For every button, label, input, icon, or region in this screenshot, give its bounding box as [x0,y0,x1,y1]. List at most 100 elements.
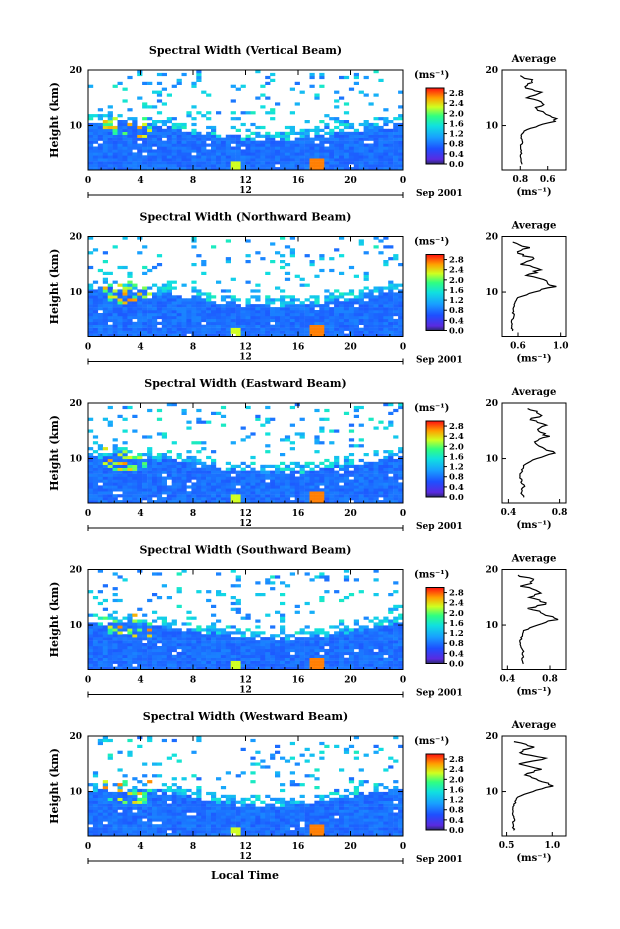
colorbar-tick-label: 2.0 [449,609,464,619]
avg-x-tick-label: 1.0 [544,841,560,851]
avg-y-tick-label: 20 [485,399,498,409]
colorbar-tick-label: 0.0 [449,160,464,170]
colorbar-tick-label: 2.0 [449,276,464,286]
colorbar-tick-label: 2.8 [449,256,464,266]
x-tick-label: 4 [137,343,143,353]
colorbar-unit: (ms⁻¹) [414,570,449,581]
x-tick-label: 4 [137,509,143,519]
average-title: Average [511,720,557,731]
x-tick-label: 4 [137,676,143,686]
y-tick-label: 10 [69,788,82,798]
panel-title: Spectral Width (Southward Beam) [139,544,351,557]
date-center-label: 12 [239,686,252,696]
avg-x-tick-label: 0.8 [512,175,528,185]
avg-y-tick-label: 20 [485,566,498,576]
colorbar-tick-label: 0.8 [449,639,464,649]
y-tick-label: 10 [69,288,82,298]
average-frame [501,236,567,337]
avg-x-label: (ms⁻¹) [516,687,551,698]
average-profile-line [519,75,559,165]
x-tick-label: 4 [137,176,143,186]
y-tick-label: 20 [69,399,82,409]
avg-y-tick-label: 10 [485,455,498,465]
y-tick-label: 10 [69,621,82,631]
colorbar-tick-label: 0.0 [449,493,464,503]
avg-x-label: (ms⁻¹) [516,354,551,365]
x-tick-label: 12 [239,509,252,519]
colorbar-unit: (ms⁻¹) [414,736,449,747]
x-tick-label: 20 [344,509,357,519]
colorbar-tick-label: 0.4 [449,150,464,160]
x-tick-label: 12 [239,676,252,686]
colorbar-tick-label: 1.2 [449,130,464,140]
average-title: Average [511,387,557,398]
heatmap-cells [88,70,404,171]
colorbar-tick-label: 1.6 [449,619,464,629]
colorbar [425,420,445,498]
average-profile-line [510,241,557,332]
avg-x-label: (ms⁻¹) [516,853,551,864]
average-frame [501,735,567,837]
colorbar-tick-label: 2.4 [449,599,464,609]
colorbar-unit: (ms⁻¹) [414,70,449,81]
x-tick-label: 20 [344,842,357,852]
colorbar-unit: (ms⁻¹) [414,237,449,248]
average-profile: Average 20 10 0.8 0.6 (ms⁻¹) [485,54,567,198]
panel-title: Spectral Width (Westward Beam) [143,710,348,723]
avg-y-tick-label: 10 [485,621,498,631]
x-tick-label: 0 [400,676,406,686]
colorbar-tick-label: 0.4 [449,316,464,326]
x-tick-label: 16 [292,509,305,519]
avg-x-tick-label: 0.8 [542,675,558,685]
x-tick-label: 0 [85,509,91,519]
panel-title: Spectral Width (Vertical Beam) [149,44,342,57]
colorbar [425,254,445,331]
x-tick-label: 0 [85,343,91,353]
colorbar-tick-label: 0.8 [449,306,464,316]
y-axis-label: Height (km) [48,582,61,658]
panel-4: Spectral Width (Southward Beam) 0 4 8 12 16 20… [48,544,567,699]
x-tick-label: 16 [292,176,305,186]
colorbar [425,753,445,831]
date-label: Sep 2001 [416,855,463,865]
avg-x-label: (ms⁻¹) [516,520,551,531]
y-axis-label: Height (km) [48,748,61,824]
avg-x-tick-label: 0.8 [552,508,568,518]
colorbar-tick-label: 2.8 [449,422,464,432]
average-profile-line [519,408,557,498]
avg-x-tick-label: 1.0 [553,342,569,352]
y-tick-label: 20 [69,66,82,76]
avg-x-tick-label: 0.4 [501,508,517,518]
average-frame [501,69,567,171]
x-tick-label: 12 [239,176,252,186]
average-profile-line [517,574,559,665]
x-tick-label: 12 [239,343,252,353]
x-axis-label: Local Time [211,869,279,882]
x-tick-label: 0 [400,842,406,852]
panel-5: Spectral Width (Westward Beam) 0 4 8 12 16 20 0… [48,710,567,865]
panel-2: Spectral Width (Northward Beam) 0 4 8 12 16 20… [48,211,569,366]
colorbar-tick-label: 1.2 [449,796,464,806]
heatmap-cells [88,736,404,837]
colorbar-tick-label: 0.4 [449,816,464,826]
colorbar-unit: (ms⁻¹) [414,403,449,414]
colorbar-tick-label: 2.0 [449,775,464,785]
x-tick-label: 0 [85,676,91,686]
average-title: Average [511,54,557,65]
colorbar-tick-label: 1.2 [449,296,464,306]
x-tick-label: 0 [400,343,406,353]
date-center-label: 12 [239,186,252,196]
date-center-label: 12 [239,519,252,529]
colorbar-tick-label: 1.6 [449,785,464,795]
average-profile: Average 20 10 0.5 1.0 (ms⁻¹) [485,720,567,864]
colorbar-tick-label: 2.8 [449,755,464,765]
date-label: Sep 2001 [416,189,463,199]
heatmap-cells [88,236,404,337]
average-title: Average [511,221,557,232]
colorbar-tick-label: 0.8 [449,140,464,150]
x-tick-label: 8 [190,842,196,852]
colorbar-tick-label: 0.4 [449,483,464,493]
average-profile: Average 20 10 0.4 0.8(ms⁻¹) [485,387,567,531]
avg-x-tick-label: 0.6 [510,342,526,352]
